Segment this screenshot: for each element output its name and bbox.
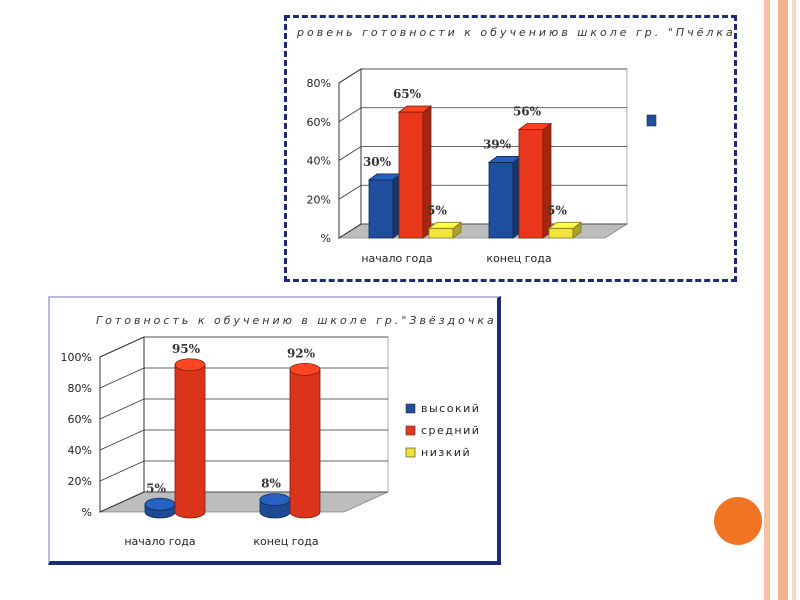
chart-title: ровень готовности к обучениюв школе гр. … — [296, 26, 734, 39]
x-tick-label: конец года — [486, 252, 551, 265]
y-tick-label: 80% — [307, 77, 331, 90]
data-label: 92% — [287, 346, 316, 360]
legend-label: низкий — [421, 446, 471, 459]
bar-top — [517, 123, 553, 130]
legend-swatch — [405, 403, 416, 414]
bar-body — [174, 364, 206, 519]
legend-label: средний — [421, 424, 480, 437]
bar-front — [548, 227, 574, 239]
data-label: 39% — [483, 137, 512, 151]
floor — [99, 491, 389, 513]
bar-front — [518, 129, 544, 239]
data-label: 5% — [547, 203, 567, 217]
legend-swatch — [405, 447, 416, 458]
y-tick-label: % — [82, 506, 92, 519]
bar-top — [289, 363, 321, 376]
y-tick-label: 60% — [307, 116, 331, 129]
bar-top — [397, 105, 433, 113]
y-tick-label: 60% — [68, 413, 92, 426]
bar-top — [427, 221, 463, 229]
gridline — [338, 68, 627, 84]
bar-front — [488, 162, 514, 239]
legend-swatch — [405, 425, 416, 436]
y-tick-label: 40% — [307, 155, 331, 168]
chart-zvezdochka: Готовность к обучению в школе гр."Звёздо… — [48, 296, 501, 565]
decor-stripe-3 — [792, 0, 796, 600]
bar-front — [368, 179, 394, 239]
legend-label: высокий — [421, 402, 480, 415]
data-label: 5% — [146, 481, 166, 495]
bar-front — [398, 111, 424, 239]
y-tick-label: 20% — [307, 193, 331, 206]
y-tick-label: % — [321, 232, 331, 245]
y-tick-label: 100% — [61, 351, 92, 364]
data-label: 65% — [393, 87, 422, 101]
legend-swatch — [646, 114, 657, 127]
decor-orange-circle — [714, 497, 762, 545]
y-tick-label: 80% — [68, 382, 92, 395]
chart-title: Готовность к обучению в школе гр."Звёздо… — [96, 314, 497, 327]
bar-top — [547, 221, 583, 229]
data-label: 30% — [363, 155, 392, 169]
data-label: 56% — [513, 105, 542, 119]
y-tick-label: 20% — [68, 475, 92, 488]
bar-front — [428, 227, 454, 239]
gridline — [338, 107, 627, 123]
bar-top — [259, 493, 291, 507]
gridline — [99, 336, 388, 358]
bar-side — [422, 105, 432, 239]
decor-stripe-1 — [764, 0, 770, 600]
x-tick-label: начало года — [361, 252, 432, 265]
decor-stripe-2 — [778, 0, 788, 600]
bar-top — [174, 358, 206, 372]
side-wall — [99, 336, 145, 513]
data-label: 95% — [172, 342, 201, 356]
y-tick-label: 40% — [68, 444, 92, 457]
x-tick-label: конец года — [253, 535, 318, 548]
bar-top — [144, 497, 176, 511]
x-tick-label: начало года — [124, 535, 195, 548]
chart-pchelka: ровень готовности к обучениюв школе гр. … — [284, 15, 737, 282]
bar-body — [289, 369, 321, 519]
data-label: 8% — [261, 477, 281, 491]
data-label: 5% — [427, 203, 447, 217]
bar-side — [542, 122, 552, 239]
